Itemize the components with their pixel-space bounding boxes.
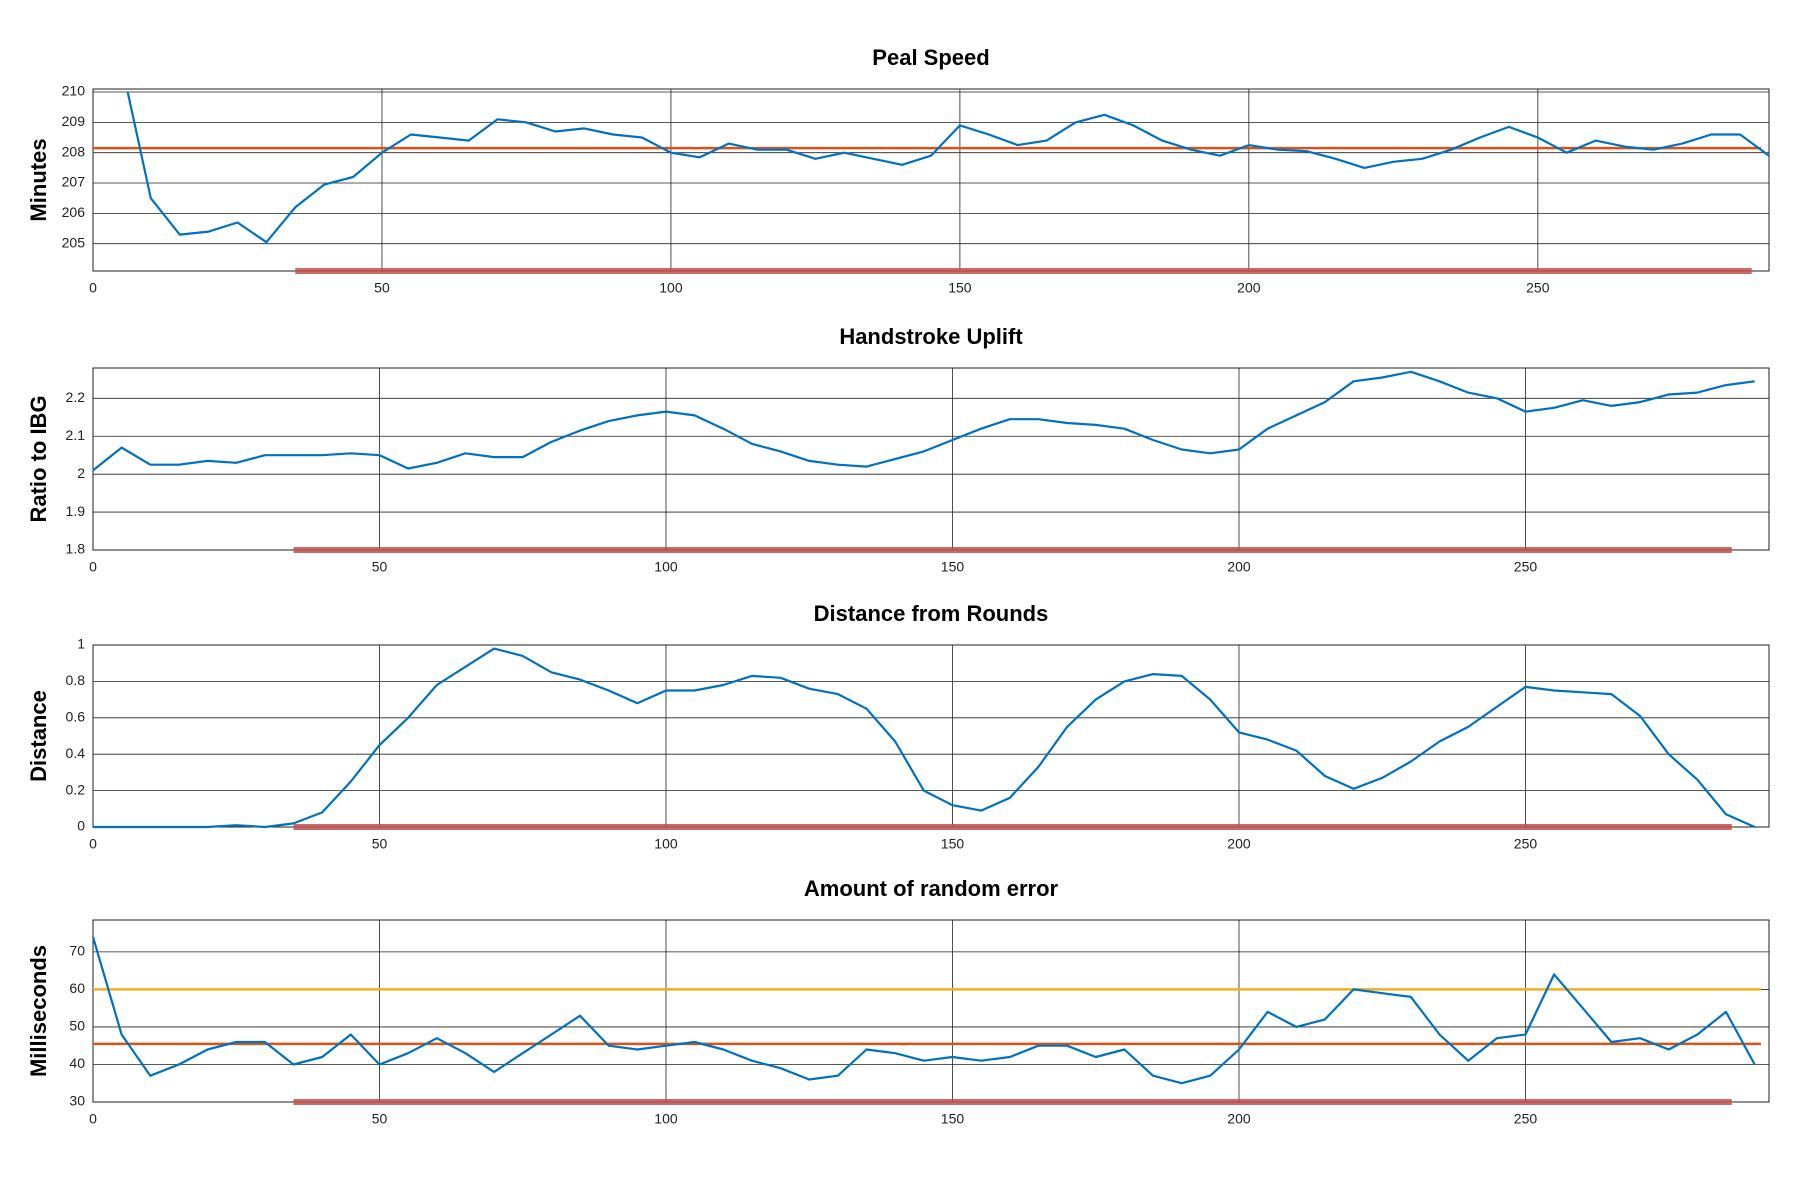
x-tick-label: 100: [659, 280, 683, 296]
x-tick-label: 250: [1514, 836, 1538, 852]
y-tick-label: 209: [62, 113, 86, 129]
x-tick-label: 200: [1227, 836, 1251, 852]
highlight-range: [295, 268, 1752, 274]
y-tick-label: 0.4: [66, 745, 86, 761]
y-tick-label: 1: [77, 636, 85, 652]
chart-title: Amount of random error: [804, 876, 1059, 901]
x-tick-label: 50: [372, 836, 388, 852]
y-tick-label: 210: [62, 83, 86, 99]
highlight-range: [293, 1099, 1732, 1105]
chart-title: Handstroke Uplift: [839, 324, 1023, 349]
data-line: [92, 370, 1755, 472]
x-tick-label: 250: [1526, 280, 1550, 296]
x-tick-label: 250: [1514, 559, 1538, 575]
x-tick-label: 100: [654, 1111, 678, 1127]
x-tick-label: 0: [89, 280, 97, 296]
subplot: Peal Speed Minutes 205 206 207 208 209 210 0 50 10…: [26, 45, 1770, 296]
plot-area: [92, 367, 1770, 551]
y-tick-label: 0: [77, 818, 85, 834]
highlight-range: [293, 824, 1732, 830]
y-tick-label: 30: [69, 1093, 85, 1109]
x-tick-label: 50: [372, 559, 388, 575]
y-tick-label: 40: [69, 1055, 85, 1071]
y-tick-label: 2.1: [66, 427, 86, 443]
y-axis-label: Ratio to IBG: [26, 395, 51, 522]
x-tick-label: 150: [941, 836, 965, 852]
y-tick-label: 70: [69, 943, 85, 959]
plot-area: [92, 88, 1770, 272]
y-tick-label: 206: [62, 204, 86, 220]
x-tick-label: 0: [89, 559, 97, 575]
y-tick-label: 207: [62, 174, 86, 190]
data-line: [91, 936, 1756, 1085]
subplot: Amount of random error Milliseconds 30 40 50…: [26, 876, 1770, 1127]
y-tick-label: 0.6: [66, 709, 86, 725]
plot-area: [92, 644, 1770, 828]
x-tick-label: 200: [1227, 559, 1251, 575]
y-tick-label: 1.9: [66, 503, 86, 519]
x-tick-label: 200: [1227, 1111, 1251, 1127]
chart-title: Distance from Rounds: [814, 601, 1049, 626]
y-tick-label: 208: [62, 143, 86, 159]
x-tick-label: 100: [654, 559, 678, 575]
x-tick-label: 100: [654, 836, 678, 852]
x-tick-label: 150: [941, 559, 965, 575]
subplot: Distance from Rounds Distance 0 0.2 0.4 0.6 0.…: [26, 601, 1770, 852]
x-tick-label: 250: [1514, 1111, 1538, 1127]
y-axis-label: Minutes: [26, 138, 51, 221]
y-tick-label: 205: [62, 234, 86, 250]
y-tick-label: 0.2: [66, 781, 86, 797]
highlight-range: [293, 547, 1732, 553]
chart-title: Peal Speed: [872, 45, 989, 70]
y-tick-label: 60: [69, 980, 85, 996]
x-tick-label: 50: [372, 1111, 388, 1127]
data-line: [126, 91, 1770, 244]
y-tick-label: 0.8: [66, 672, 86, 688]
y-tick-label: 50: [69, 1018, 85, 1034]
y-tick-label: 1.8: [66, 541, 86, 557]
x-tick-label: 0: [89, 836, 97, 852]
y-axis-label: Distance: [26, 690, 51, 782]
y-tick-label: 2.2: [66, 389, 86, 405]
y-axis-label: Milliseconds: [26, 945, 51, 1077]
data-line: [93, 647, 1756, 829]
subplot: Handstroke Uplift Ratio to IBG 1.8 1.9 2 2.1 2…: [26, 324, 1770, 575]
y-tick-label: 2: [77, 465, 85, 481]
x-tick-label: 50: [374, 280, 390, 296]
x-tick-label: 200: [1237, 280, 1261, 296]
x-tick-label: 150: [941, 1111, 965, 1127]
plot-area: [92, 919, 1770, 1103]
x-tick-label: 0: [89, 1111, 97, 1127]
x-tick-label: 150: [948, 280, 972, 296]
